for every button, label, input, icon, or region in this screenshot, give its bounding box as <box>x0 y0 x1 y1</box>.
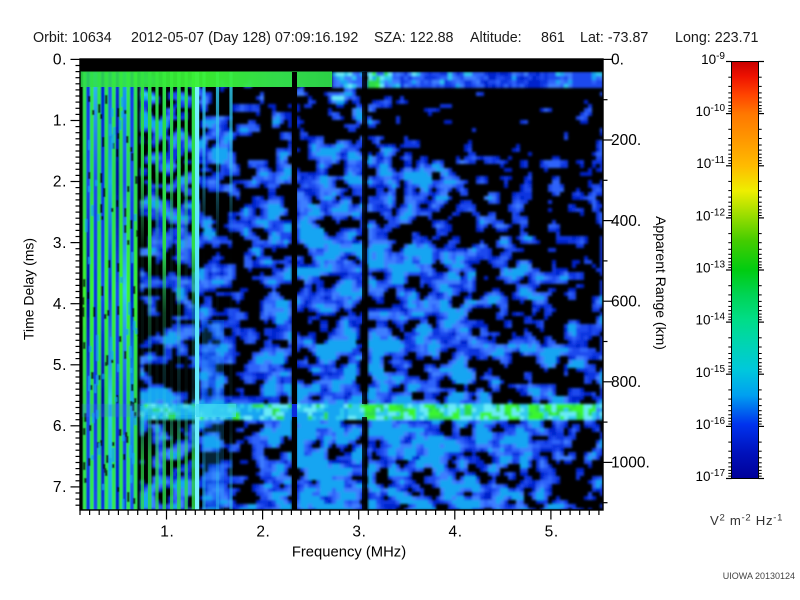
svg-text:3.: 3. <box>352 524 366 541</box>
svg-text:SZA: 122.88: SZA: 122.88 <box>374 30 454 46</box>
svg-text:2.: 2. <box>53 174 67 191</box>
svg-text:5.: 5. <box>545 524 559 541</box>
svg-text:7.: 7. <box>53 479 67 496</box>
svg-text:0.: 0. <box>53 52 67 69</box>
svg-text:861: 861 <box>541 30 565 46</box>
svg-text:600.: 600. <box>611 293 641 310</box>
svg-text:V2 m-2 Hz-1: V2 m-2 Hz-1 <box>710 513 783 529</box>
svg-text:5.: 5. <box>53 357 67 374</box>
svg-text:2.: 2. <box>256 524 270 541</box>
svg-text:1000.: 1000. <box>611 455 650 472</box>
svg-text:Orbit: 10634: Orbit: 10634 <box>33 30 112 46</box>
svg-text:Time Delay (ms): Time Delay (ms) <box>21 238 37 340</box>
svg-text:4.: 4. <box>449 524 463 541</box>
svg-text:6.: 6. <box>53 418 67 435</box>
svg-text:4.: 4. <box>53 296 67 313</box>
svg-text:2012-05-07 (Day 128) 07:09:16.: 2012-05-07 (Day 128) 07:09:16.192 <box>131 30 358 46</box>
svg-text:200.: 200. <box>611 132 641 149</box>
svg-text:1.: 1. <box>160 524 174 541</box>
svg-text:1.: 1. <box>53 113 67 130</box>
svg-text:800.: 800. <box>611 374 641 391</box>
svg-text:Frequency (MHz): Frequency (MHz) <box>292 545 406 561</box>
svg-text:Lat: -73.87: Lat: -73.87 <box>580 30 648 46</box>
svg-text:Altitude:: Altitude: <box>470 30 522 46</box>
svg-text:400.: 400. <box>611 213 641 230</box>
svg-text:UIOWA 20130124: UIOWA 20130124 <box>723 571 795 581</box>
svg-text:3.: 3. <box>53 235 67 252</box>
svg-text:0.: 0. <box>611 52 624 69</box>
svg-text:Long: 223.71: Long: 223.71 <box>675 30 759 46</box>
svg-text:Apparent Range (km): Apparent Range (km) <box>653 216 669 350</box>
